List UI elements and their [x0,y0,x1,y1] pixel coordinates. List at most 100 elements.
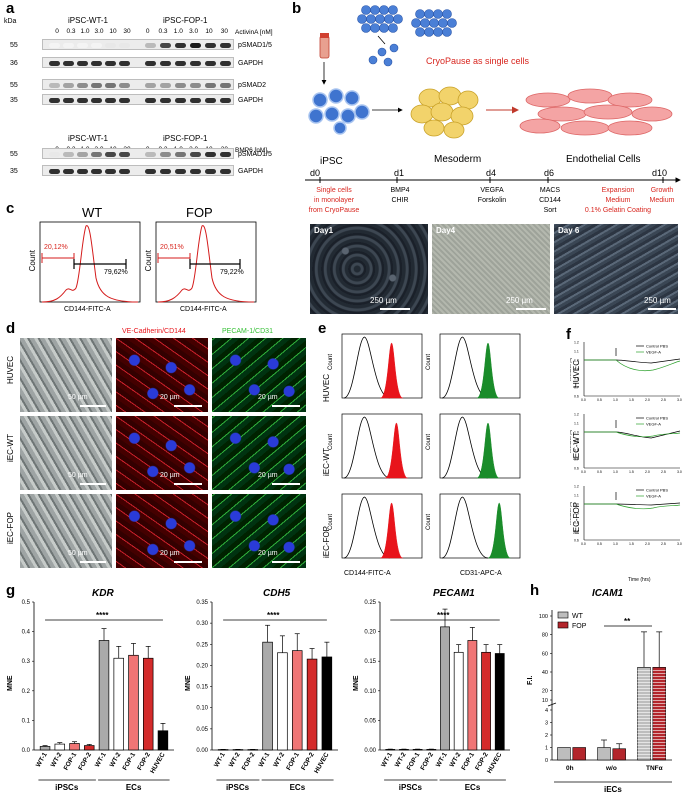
bar [412,749,423,751]
f-ytick: 0.7 [574,386,579,390]
f-ylabel: Resistance [Ω] [570,502,572,525]
blot-band [190,169,201,174]
f-ylabel: Resistance [Ω] [570,358,572,381]
legend-control-label: Control PBS [646,416,668,421]
blot-band [91,61,102,66]
blot-band [119,43,130,48]
blot-band [49,61,60,66]
blot-strip [42,148,234,159]
category-label: WT-1 [257,751,271,768]
blot-band [119,83,130,88]
bar [128,654,139,751]
chart-title: KDR [92,588,114,599]
scale-bar [272,483,300,485]
blot-band [190,152,201,157]
control-histogram [441,416,489,479]
scale-label: 20 µm [258,394,278,401]
bar [113,657,124,751]
blot-band [205,169,216,174]
conc-label: 3.0 [94,28,104,35]
f-ytick: 1.2 [574,413,579,417]
blot-strip [42,165,234,176]
scale-bar [80,405,106,407]
blot-strip [42,79,234,90]
group-label: ECs [290,783,306,792]
y-tick-label: 0.4 [22,630,31,636]
y-tick-label: 0.15 [196,685,208,691]
blot-band [105,43,116,48]
blot-band [77,83,88,88]
histogram-frame [439,413,521,479]
brightfield-micrograph: 50 µm [20,338,112,412]
category-label: WT-2 [449,751,463,768]
blot-band [77,169,88,174]
bar [54,743,66,751]
y-tick-label: 0.10 [364,689,376,695]
blot-band [91,169,102,174]
f-row-iecwt: iEC-WT [572,432,581,460]
marker-histogram [384,422,408,479]
blot-row-label: GAPDH [238,168,263,175]
group-label: ECs [465,783,481,792]
conc-label: 10 [205,28,213,35]
f-xtick: 1.5 [629,470,634,474]
blot-band [77,43,88,48]
category-label: WT-1 [380,751,394,768]
flow-histograms-c [39,221,257,303]
d0-protocol-text: Single cells in monolayer from CryoPause [308,187,360,214]
day-d6: d6 [544,168,555,178]
blot-band [175,169,186,174]
category-label: WT-2 [394,751,408,768]
bar [277,652,288,751]
mw-marker: 55 [10,42,18,49]
bar [291,650,303,751]
conc-label: 10 [109,28,117,35]
bar [481,651,491,751]
conc-label: 30 [123,28,131,35]
c-wt-right-pct: 79,62% [104,269,128,276]
f-xtick: 0.5 [597,398,602,402]
blot-band [77,98,88,103]
category-label: WT-2 [272,751,286,768]
brightfield-micrograph: 50 µm [20,494,112,568]
e-row-iecwt: iEC-WT [322,448,331,476]
group-label-fop-bmp: iPSC-FOP-1 [163,134,208,143]
blot-band [205,61,216,66]
blot-band [205,83,216,88]
f-xtick: 2.0 [645,542,650,546]
bar [494,653,505,751]
control-histogram [441,496,489,559]
conc-label: 0 [145,28,150,35]
vecadherin-micrograph: 20 µm [116,416,208,490]
category-label: WT-1 [94,751,108,768]
c-xlabel-fop: CD144-FITC-A [180,306,227,313]
c-xlabel-wt: CD144-FITC-A [64,306,111,313]
day6-label: Day 6 [558,226,580,235]
category-label: 0h [566,765,574,772]
c-fop-right-pct: 79,22% [220,269,244,276]
blot-band [105,83,116,88]
f-ytick: 1.1 [574,350,579,354]
scale-label: 20 µm [160,472,180,479]
e-xlabel-right: CD31-APC-A [460,570,502,577]
kda-label: kDa [4,18,17,25]
control-histogram [343,336,391,399]
y-tick-label: 0.00 [196,748,208,754]
e-ylabel: Count [328,434,334,450]
mw-marker: 55 [10,151,18,158]
blot-strip [42,57,234,68]
f-ytick: 0.9 [574,440,579,444]
y-tick-label: 0.35 [196,600,208,606]
f-xtick: 0.0 [581,542,586,546]
chart-title: ICAM1 [592,588,624,599]
f-xtick: 0.5 [597,470,602,474]
bar [612,748,626,761]
bar [39,746,51,751]
blot-band [205,43,216,48]
y-tick-label: 0.25 [364,600,376,606]
blot-band [175,61,186,66]
category-label: w/o [605,765,617,772]
blot-band [77,152,88,157]
scale-label: 20 µm [258,550,278,557]
impedance-plots: 0.6 0.7 0.8 0.9 1.0 1.1 1.2 0.0 0.5 1.0 1.5 2.0 2.5 3… [570,341,682,547]
